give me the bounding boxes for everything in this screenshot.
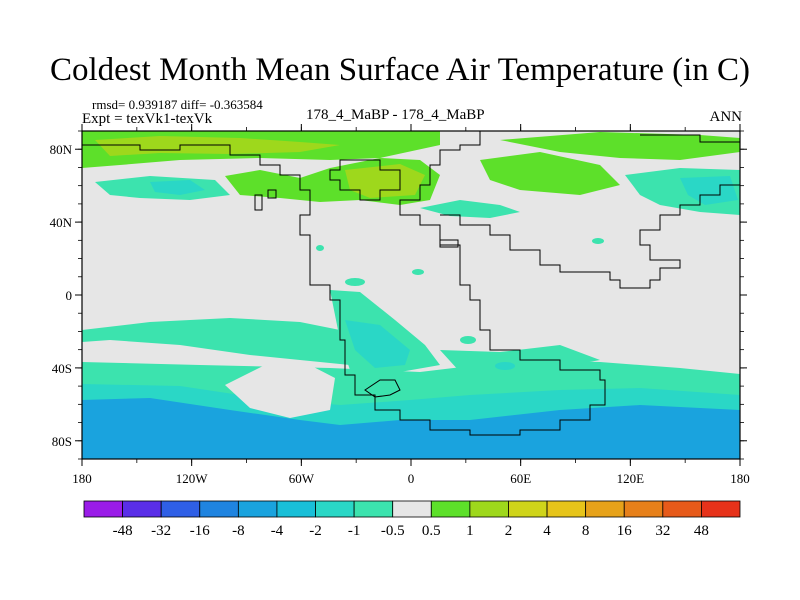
colorbar-swatch <box>122 500 162 518</box>
north-pacific-teal-core <box>150 180 205 195</box>
continent-outlines <box>82 131 740 436</box>
arctic-warm-core <box>95 136 340 156</box>
lon-tick-label: 180 <box>72 471 92 486</box>
lon-tick-label: 0 <box>408 471 415 486</box>
coastline <box>254 189 459 248</box>
colorbar-label: 32 <box>655 523 670 539</box>
colorbar-label: -1 <box>348 523 361 539</box>
plot-title: Coldest Month Mean Surface Air Temperatu… <box>50 52 750 88</box>
stats-line: rmsd= 0.939187 diff= -0.363584 <box>92 97 263 112</box>
anomaly-fields <box>82 131 740 459</box>
colorbar-label: -0.5 <box>381 523 405 539</box>
lat-tick-label: 80S <box>52 434 72 449</box>
colorbar-swatch <box>392 500 432 518</box>
colorbar-swatch <box>237 500 278 518</box>
southern-speckle <box>495 362 515 370</box>
coastline <box>640 134 740 143</box>
asia-warm-patch <box>480 152 620 195</box>
map-axes: 80N 40N 0 40S 80S 180 120W 60W 0 60E 120E 180 <box>50 124 750 486</box>
northeast-teal-core <box>680 176 738 205</box>
lon-tick-label: 60E <box>510 471 531 486</box>
colorbar-swatch <box>469 500 509 518</box>
equatorial-speckle <box>412 269 424 275</box>
colorbar-swatch <box>199 500 239 518</box>
coastline <box>440 184 740 289</box>
europe-warm-core <box>345 164 425 198</box>
colorbar-swatch <box>276 500 316 518</box>
colorbar-label: 8 <box>582 523 590 539</box>
coastline <box>329 159 401 201</box>
comparison-label: 178_4_MaBP - 178_4_MaBP <box>306 107 485 123</box>
colorbar-swatch <box>701 500 741 518</box>
colorbar-swatch <box>508 500 548 518</box>
colorbar-label: 0.5 <box>422 523 441 539</box>
lat-tick-label: 40N <box>50 215 73 230</box>
colorbar-label: -8 <box>232 523 245 539</box>
colorbar-label: 2 <box>505 523 513 539</box>
colorbar-swatch <box>83 500 123 518</box>
colorbar-swatch <box>353 500 394 518</box>
southern-speckle <box>460 336 476 344</box>
lat-tick-label: 0 <box>66 288 73 303</box>
equatorial-speckle <box>345 278 365 286</box>
south-pacific-tongue <box>82 318 350 365</box>
coastline <box>364 379 401 398</box>
colorbar-label: -2 <box>309 523 322 539</box>
colorbar-swatch <box>662 500 702 518</box>
tethys-cool-patch <box>420 200 520 218</box>
lon-tick-label: 180 <box>730 471 750 486</box>
colorbar: -48 -32 -16 -8 -4 -2 -1 -0.5 0.5 1 2 4 8 16 32 48 <box>83 500 741 539</box>
lat-tick-label: 80N <box>50 142 73 157</box>
south-america-core <box>345 320 410 368</box>
colorbar-label: 1 <box>466 523 474 539</box>
colorbar-swatch <box>160 500 201 518</box>
colorbar-label: -16 <box>190 523 210 539</box>
lon-tick-label: 120E <box>617 471 645 486</box>
colorbar-swatch <box>315 500 355 518</box>
lat-tick-label: 40S <box>52 361 72 376</box>
colorbar-swatch <box>546 500 587 518</box>
equatorial-speckle <box>592 238 604 244</box>
colorbar-swatch <box>623 500 664 518</box>
colorbar-swatch <box>585 500 625 518</box>
lon-tick-label: 120W <box>176 471 209 486</box>
experiment-label: Expt = texVk1-texVk <box>82 111 213 127</box>
colorbar-label: -4 <box>271 523 284 539</box>
colorbar-swatch <box>430 500 471 518</box>
season-label: ANN <box>709 109 743 125</box>
colorbar-label: 48 <box>694 523 709 539</box>
colorbar-label: 4 <box>543 523 551 539</box>
antarctic-cold-zone <box>82 398 740 459</box>
colorbar-label: 16 <box>617 523 633 539</box>
lon-tick-label: 60W <box>289 471 315 486</box>
colorbar-label: -48 <box>113 523 133 539</box>
northeast-warm-patch <box>500 132 740 160</box>
southern-neutral-patch <box>225 360 335 418</box>
colorbar-label: -32 <box>151 523 171 539</box>
coastline <box>82 131 606 436</box>
equatorial-speckle <box>316 245 324 251</box>
